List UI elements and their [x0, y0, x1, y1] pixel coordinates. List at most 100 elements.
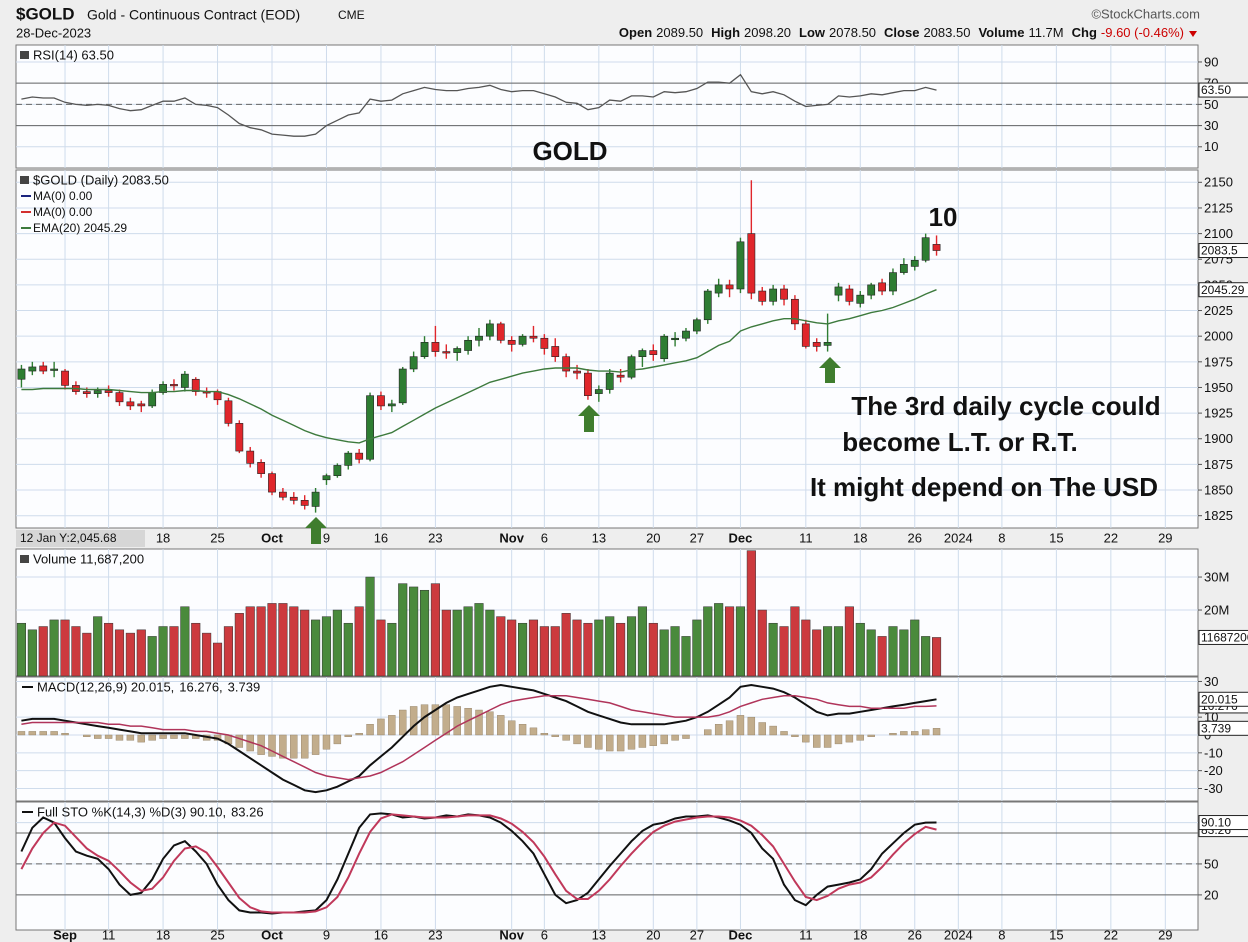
histogram-bar [61, 733, 69, 736]
candle-body [714, 284, 723, 294]
y-tick-label: 2000 [1204, 329, 1233, 344]
volume-bar [616, 622, 626, 677]
histogram-bar [355, 733, 363, 736]
last-value-label: 2083.5 [1201, 244, 1238, 258]
candle-body [333, 465, 342, 476]
legend-entry: MA(0) 0.00 [33, 205, 93, 219]
candle-body [834, 286, 843, 296]
candle-body [747, 233, 756, 294]
histogram-bar [377, 718, 385, 736]
legend-entry: MA(0) 0.00 [33, 189, 93, 203]
x-tick-label: 29 [1158, 927, 1172, 942]
histogram-bar [714, 724, 723, 736]
volume-bar [27, 629, 37, 677]
volume-bar [496, 616, 506, 677]
volume-bar [104, 622, 114, 677]
date: 28-Dec-2023 [16, 25, 91, 40]
histogram-bar [366, 724, 374, 736]
histogram-bar [813, 734, 821, 748]
histogram-bar [126, 734, 135, 741]
x-tick-label: Oct [261, 927, 283, 942]
series-line [21, 73, 937, 137]
x-tick-label: 16 [374, 927, 388, 942]
panel [15, 801, 1199, 931]
x-tick-label: 18 [853, 927, 867, 942]
volume-bar [790, 606, 800, 677]
histogram-bar [268, 734, 276, 757]
candle-body [464, 339, 473, 351]
histogram-bar [616, 734, 625, 752]
x-tick-label: 15 [1049, 927, 1063, 942]
x-tick-label: 18 [156, 530, 170, 545]
candle-body [921, 237, 930, 261]
histogram-bar [704, 729, 712, 736]
quote-label: Chg [1072, 25, 1097, 40]
candle-body [845, 288, 854, 302]
volume-bar [725, 606, 735, 677]
annotation: The 3rd daily cycle could [851, 391, 1160, 421]
y-tick-label: 2125 [1204, 200, 1233, 215]
volume-bar [703, 606, 713, 677]
histogram-bar [115, 734, 124, 741]
last-value-box [1198, 629, 1248, 645]
annotation: become L.T. or R.T. [842, 427, 1078, 457]
y-tick-label: -20 [1204, 763, 1223, 778]
candle-body [649, 350, 658, 355]
candle-body [453, 348, 462, 353]
last-value-label: 20.015 [1201, 692, 1238, 706]
candle-body [758, 290, 767, 302]
last-value-box [1198, 243, 1248, 259]
x-tick-label: 6 [541, 530, 548, 545]
quote-label: Open [619, 25, 652, 40]
volume-bar [844, 606, 854, 677]
volume-bar [114, 629, 125, 677]
histogram-bar [104, 734, 113, 739]
x-tick-label: 27 [690, 927, 704, 942]
histogram-bar [736, 715, 745, 736]
candle-body [246, 450, 255, 464]
histogram-bar [921, 729, 930, 736]
candle-body [801, 323, 810, 347]
candle-body [104, 390, 113, 393]
volume-bar [16, 622, 26, 677]
legend-title: $GOLD (Daily) 2083.50 [33, 172, 169, 187]
volume-bar [681, 636, 691, 677]
histogram-bar [856, 734, 864, 741]
x-tick-label: 25 [210, 530, 224, 545]
x-tick-label: Nov [499, 927, 524, 942]
y-tick-label: 10 [1204, 139, 1218, 154]
volume-bar [452, 609, 462, 677]
x-tick-label: 13 [592, 927, 606, 942]
candle-body [725, 284, 734, 290]
quote-label: Close [884, 25, 919, 40]
volume-bar [125, 632, 135, 677]
histogram-bar [540, 733, 549, 736]
volume-bar [899, 629, 909, 677]
histogram-bar [431, 704, 440, 736]
volume-bar [550, 626, 560, 677]
candle-body [39, 365, 48, 372]
volume-bar [779, 626, 789, 677]
legend-icon [20, 51, 29, 59]
histogram-bar [300, 734, 309, 759]
histogram-bar [932, 728, 941, 736]
histogram-bar [311, 734, 320, 755]
histogram-bar [94, 734, 102, 739]
histogram-bar [562, 734, 570, 741]
last-value-label: 2045.29 [1201, 283, 1245, 297]
histogram-bar [900, 731, 908, 736]
histogram-bar [17, 731, 26, 736]
volume-bar [38, 626, 48, 677]
candle-body [573, 370, 581, 374]
arrow [819, 357, 841, 383]
volume-bar [757, 609, 767, 677]
candle-body [812, 342, 821, 347]
volume-bar [670, 626, 680, 677]
candle-body [180, 373, 189, 388]
y-tick-label: 1925 [1204, 406, 1233, 421]
quote-value: 2098.20 [744, 25, 791, 40]
candle-body [692, 319, 701, 332]
candle-body [889, 272, 897, 292]
histogram-bar [834, 734, 843, 745]
candle-body [159, 384, 167, 393]
